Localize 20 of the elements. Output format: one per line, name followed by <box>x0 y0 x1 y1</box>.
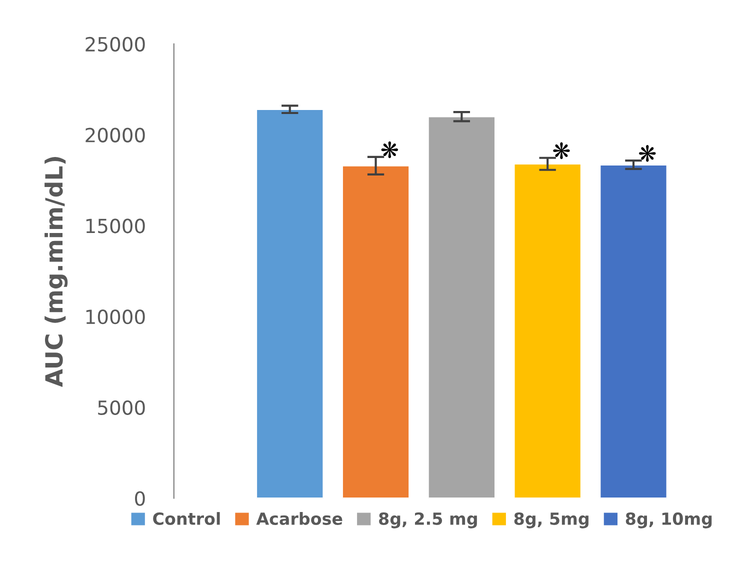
legend-label: 8g, 10mg <box>626 512 712 528</box>
bar <box>256 108 324 498</box>
legend-label: 8g, 2.5 mg <box>379 512 477 528</box>
y-tick-label: 10000 <box>86 309 145 324</box>
legend-label: Control <box>153 512 220 525</box>
y-tick-label: 25000 <box>86 36 145 52</box>
legend-label: Acarbose <box>256 512 342 525</box>
bar <box>342 164 410 498</box>
y-tick-label: 0 <box>135 491 145 506</box>
y-axis-title: AUC (mg.mim/dL) <box>44 157 68 388</box>
annotation: ❋ <box>381 141 398 158</box>
annotation: ❋ <box>638 145 656 162</box>
bar <box>513 163 582 498</box>
bar <box>427 116 496 498</box>
y-tick-label: 15000 <box>86 218 145 234</box>
y-tick-label: 20000 <box>86 128 145 142</box>
bar <box>599 164 668 498</box>
annotation: ❋ <box>553 142 570 160</box>
y-tick-label: 5000 <box>98 400 145 416</box>
legend-label: 8g, 5mg <box>514 512 588 528</box>
